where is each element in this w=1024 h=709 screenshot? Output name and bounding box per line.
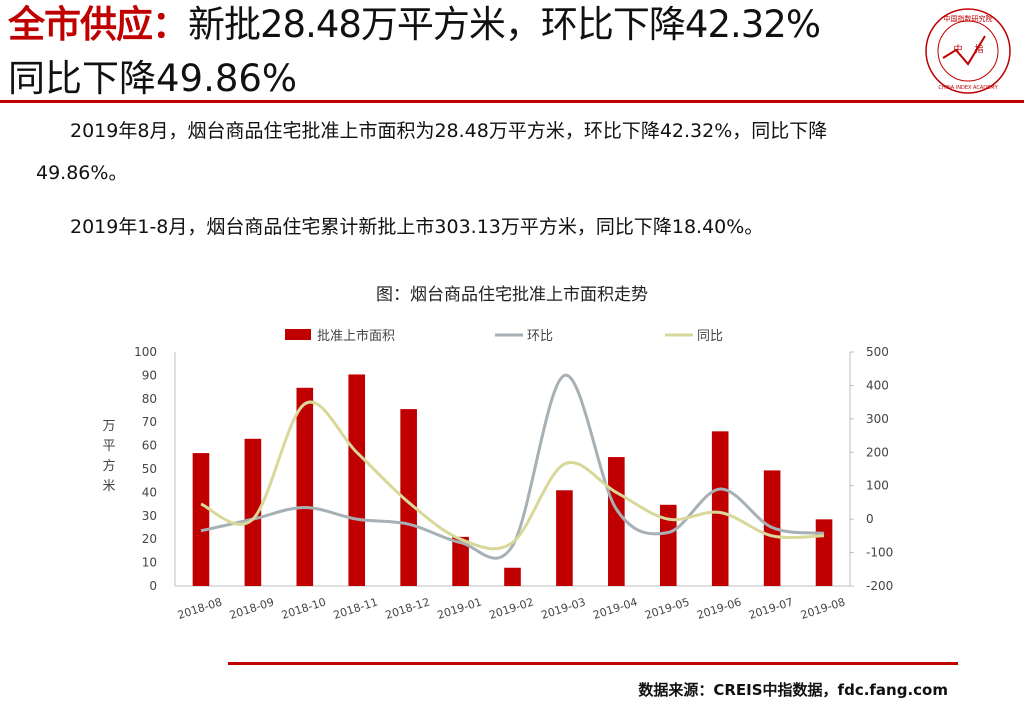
title-lead: 全市供应：: [8, 3, 189, 46]
x-tick-label: 2018-08: [176, 595, 224, 622]
y2-tick-label: 400: [866, 378, 889, 392]
x-tick-label: 2019-08: [799, 595, 847, 622]
y-tick-label: 0: [149, 579, 157, 593]
mom-line: [200, 373, 825, 560]
y-tick-label: 80: [142, 392, 157, 406]
y-tick-label: 70: [142, 415, 157, 429]
bar: [608, 457, 625, 586]
header-rule: [0, 100, 1024, 103]
legend-label: 批准上市面积: [317, 328, 395, 344]
x-tick-label: 2018-12: [384, 595, 432, 622]
x-tick-label: 2019-02: [488, 595, 536, 622]
y2-tick-label: -100: [866, 546, 893, 560]
x-tick-label: 2018-11: [332, 595, 380, 622]
y2-tick-label: 0: [866, 512, 874, 526]
y-tick-label: 90: [142, 368, 157, 382]
x-tick-label: 2019-04: [591, 595, 639, 622]
x-tick-label: 2018-09: [228, 595, 276, 622]
yoy-line: [200, 400, 825, 551]
bar: [348, 374, 366, 586]
legend-label: 同比: [697, 329, 723, 344]
bar: [400, 409, 417, 586]
logo-bottom-text: CHINA INDEX ACADEMY: [938, 85, 998, 91]
x-tick-label: 2019-07: [747, 595, 795, 622]
x-tick-label: 2019-03: [539, 595, 587, 622]
y2-tick-label: 500: [866, 345, 889, 359]
bar: [815, 519, 833, 586]
y-tick-label: 30: [142, 509, 157, 523]
paragraph-1-line-1: 2019年8月，烟台商品住宅批准上市面积为28.48万平方米，环比下降42.32…: [70, 120, 828, 142]
bar: [192, 453, 210, 586]
academy-logo: 中国指数研究院 中 指 CHINA INDEX ACADEMY: [925, 8, 1011, 94]
y-tick-label: 60: [142, 439, 157, 453]
logo-top-text: 中国指数研究院: [944, 14, 993, 23]
bar: [659, 504, 677, 586]
paragraph-1-line-2: 49.86%。: [36, 162, 128, 184]
x-tick-label: 2019-06: [695, 595, 743, 622]
y-axis-title: 方: [102, 458, 115, 474]
page-title-line2: 同比下降49.86%: [8, 57, 298, 100]
logo-center-left: 中: [953, 43, 962, 55]
y2-tick-label: 100: [866, 479, 889, 493]
title-rest: 新批28.48万平方米，环比下降42.32%: [188, 3, 821, 46]
logo-center-right: 指: [974, 43, 983, 55]
y-tick-label: 10: [142, 556, 157, 570]
bar: [244, 438, 262, 586]
bar: [452, 536, 469, 586]
data-source: 数据来源：CREIS中指数据，fdc.fang.com: [638, 681, 948, 699]
bar: [711, 431, 729, 586]
y2-tick-label: -200: [866, 579, 893, 593]
chart-title: 图：烟台商品住宅批准上市面积走势: [376, 285, 648, 305]
y-axis-title: 平: [102, 439, 115, 454]
x-tick-label: 2019-05: [643, 595, 691, 622]
legend-swatch-bar: [285, 329, 311, 340]
bar: [296, 387, 314, 586]
x-tick-label: 2019-01: [436, 595, 484, 622]
legend-label: 环比: [527, 329, 553, 344]
supply-chart: 0 10 20 30 40 50 60 70 80 90 100 -200 -100 0 100 200 300…: [102, 328, 893, 622]
y-axis-title: 米: [102, 479, 115, 494]
y-tick-label: 100: [134, 345, 157, 359]
y-axis-title: 万: [102, 419, 115, 434]
trend-icon: [942, 35, 986, 66]
y-tick-label: 50: [142, 462, 157, 476]
paragraph-2: 2019年1-8月，烟台商品住宅累计新批上市303.13万平方米，同比下降18.…: [70, 216, 764, 238]
y2-tick-label: 300: [866, 412, 889, 426]
footer-rule: [228, 662, 958, 665]
y-tick-label: 20: [142, 532, 157, 546]
page-title: 全市供应：新批28.48万平方米，环比下降42.32%: [8, 2, 821, 48]
bar: [504, 567, 521, 586]
y-tick-label: 40: [142, 485, 157, 499]
y2-tick-label: 200: [866, 445, 889, 459]
bar: [556, 490, 573, 586]
x-tick-label: 2018-10: [280, 595, 328, 622]
